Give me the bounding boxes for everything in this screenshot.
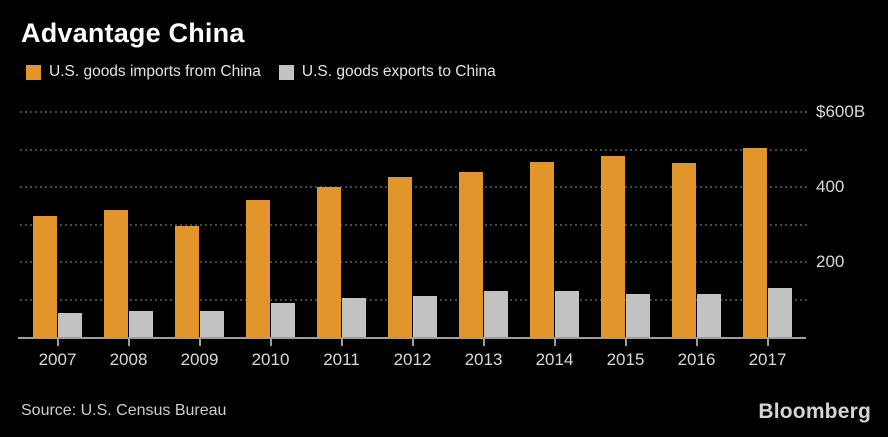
x-axis-label-2011: 2011 (323, 350, 360, 369)
x-axis-label-2014: 2014 (535, 350, 574, 369)
x-axis-label-2015: 2015 (606, 350, 645, 369)
x-axis-tick-2013 (482, 339, 485, 346)
gridline-200 (20, 261, 810, 263)
bloomberg-logo: Bloomberg (758, 400, 871, 423)
bar-imports-2009 (175, 226, 199, 337)
bar-imports-2012 (388, 177, 412, 337)
legend: U.S. goods imports from China U.S. goods… (26, 63, 496, 81)
x-axis-label-2012: 2012 (393, 350, 432, 369)
bar-exports-2008 (129, 310, 153, 337)
x-axis-tick-2007 (56, 339, 59, 346)
legend-label-imports: U.S. goods imports from China (49, 63, 261, 80)
bar-exports-2014 (555, 290, 579, 337)
bar-imports-2017 (743, 147, 767, 337)
legend-item-imports: U.S. goods imports from China (26, 63, 261, 81)
chart-title: Advantage China (21, 18, 245, 48)
y-axis-label-400: 400 (816, 177, 845, 196)
bar-exports-2012 (413, 295, 437, 337)
x-axis-label-2008: 2008 (109, 350, 148, 369)
x-axis-baseline (18, 337, 806, 339)
bar-exports-2007 (58, 313, 82, 337)
bar-imports-2016 (672, 163, 696, 337)
x-axis-tick-2010 (269, 339, 272, 346)
bar-imports-2013 (459, 172, 483, 337)
x-axis-label-2016: 2016 (677, 350, 716, 369)
source-note: Source: U.S. Census Bureau (21, 402, 227, 419)
x-axis-tick-2012 (411, 339, 414, 346)
bar-exports-2010 (271, 302, 295, 337)
bar-exports-2009 (200, 311, 224, 337)
gridline-400 (20, 186, 810, 188)
bar-imports-2015 (601, 155, 625, 337)
bar-exports-2017 (768, 288, 792, 337)
x-axis-tick-2017 (766, 339, 769, 346)
bar-exports-2016 (697, 293, 721, 337)
bar-imports-2011 (317, 187, 341, 337)
imports-swatch-icon (26, 64, 41, 80)
y-axis-label-600: $600B (816, 102, 866, 121)
x-axis-label-2013: 2013 (464, 350, 503, 369)
x-axis-label-2017: 2017 (748, 350, 787, 369)
y-axis-label-200: 200 (816, 252, 845, 271)
bar-exports-2013 (484, 291, 508, 337)
bar-imports-2014 (530, 161, 554, 337)
x-axis-tick-2015 (624, 339, 627, 346)
x-axis-label-2010: 2010 (251, 350, 290, 369)
gridline-600 (20, 111, 810, 113)
gridline-500 (20, 148, 810, 151)
legend-label-exports: U.S. goods exports to China (301, 63, 496, 80)
x-axis-tick-2008 (127, 339, 130, 346)
bar-imports-2008 (104, 210, 128, 337)
x-axis-label-2009: 2009 (180, 350, 219, 369)
bar-imports-2010 (246, 200, 270, 337)
legend-item-exports: U.S. goods exports to China (278, 63, 496, 81)
bar-imports-2007 (33, 216, 57, 337)
bar-exports-2011 (342, 298, 366, 337)
bar-exports-2015 (626, 293, 650, 337)
x-axis-tick-2011 (340, 339, 343, 346)
gridline-300 (20, 223, 810, 226)
x-axis-tick-2016 (695, 339, 698, 346)
exports-swatch-icon (278, 64, 294, 80)
x-axis-label-2007: 2007 (38, 350, 77, 369)
x-axis-tick-2014 (553, 339, 556, 346)
x-axis-tick-2009 (198, 339, 201, 346)
